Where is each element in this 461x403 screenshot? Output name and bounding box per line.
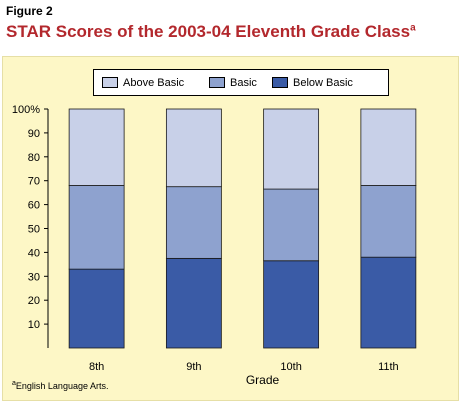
y-tick-label: 100% [12,104,40,116]
bar-segment [165,186,222,259]
legend-label-below-basic: Below Basic [293,77,353,89]
chart-title: STAR Scores of the 2003-04 Eleventh Grad… [6,22,416,42]
x-tick-label: 9th [186,361,201,373]
y-tick-label: 90 [28,128,40,140]
legend-item-basic: Basic [209,77,257,89]
title-footnote-marker: a [410,22,416,34]
bar-segment [68,108,125,186]
y-tick-label: 60 [28,200,40,212]
x-tick-label: 11th [378,361,399,373]
bar-segment [360,185,417,258]
chart-legend: Above Basic Basic Below Basic [93,69,389,96]
legend-item-above-basic: Above Basic [102,77,184,89]
y-tick-label: 70 [28,176,40,188]
legend-label-basic: Basic [230,77,257,89]
bar-segment [263,108,320,190]
footnote: aEnglish Language Arts. [12,380,109,391]
y-tick-label: 30 [28,271,40,283]
chart-title-text: STAR Scores of the 2003-04 Eleventh Grad… [6,22,411,41]
bar-segment [165,108,222,188]
legend-item-below-basic: Below Basic [272,77,353,89]
bar-segment [165,257,222,349]
bar-segment [68,185,125,270]
bar-segment [263,188,320,262]
bar-segment [360,256,417,349]
y-tick-label: 50 [28,224,40,236]
y-tick-label: 10 [28,319,40,331]
footnote-text: English Language Arts. [15,381,109,391]
legend-swatch-below-basic [272,77,288,88]
legend-swatch-above-basic [102,77,118,88]
x-tick-label: 8th [89,361,104,373]
y-tick-label: 80 [28,152,40,164]
bar-segment [68,268,125,349]
x-tick-label: 10th [280,361,301,373]
legend-swatch-basic [209,77,225,88]
legend-label-above-basic: Above Basic [123,77,185,89]
footnote-marker: a [12,380,16,387]
y-tick-label: 20 [28,295,40,307]
figure-label: Figure 2 [6,4,53,18]
y-tick-label: 40 [28,247,40,259]
x-axis-title: Grade [246,373,280,387]
bar-segment [263,260,320,349]
bar-segment [360,108,417,186]
